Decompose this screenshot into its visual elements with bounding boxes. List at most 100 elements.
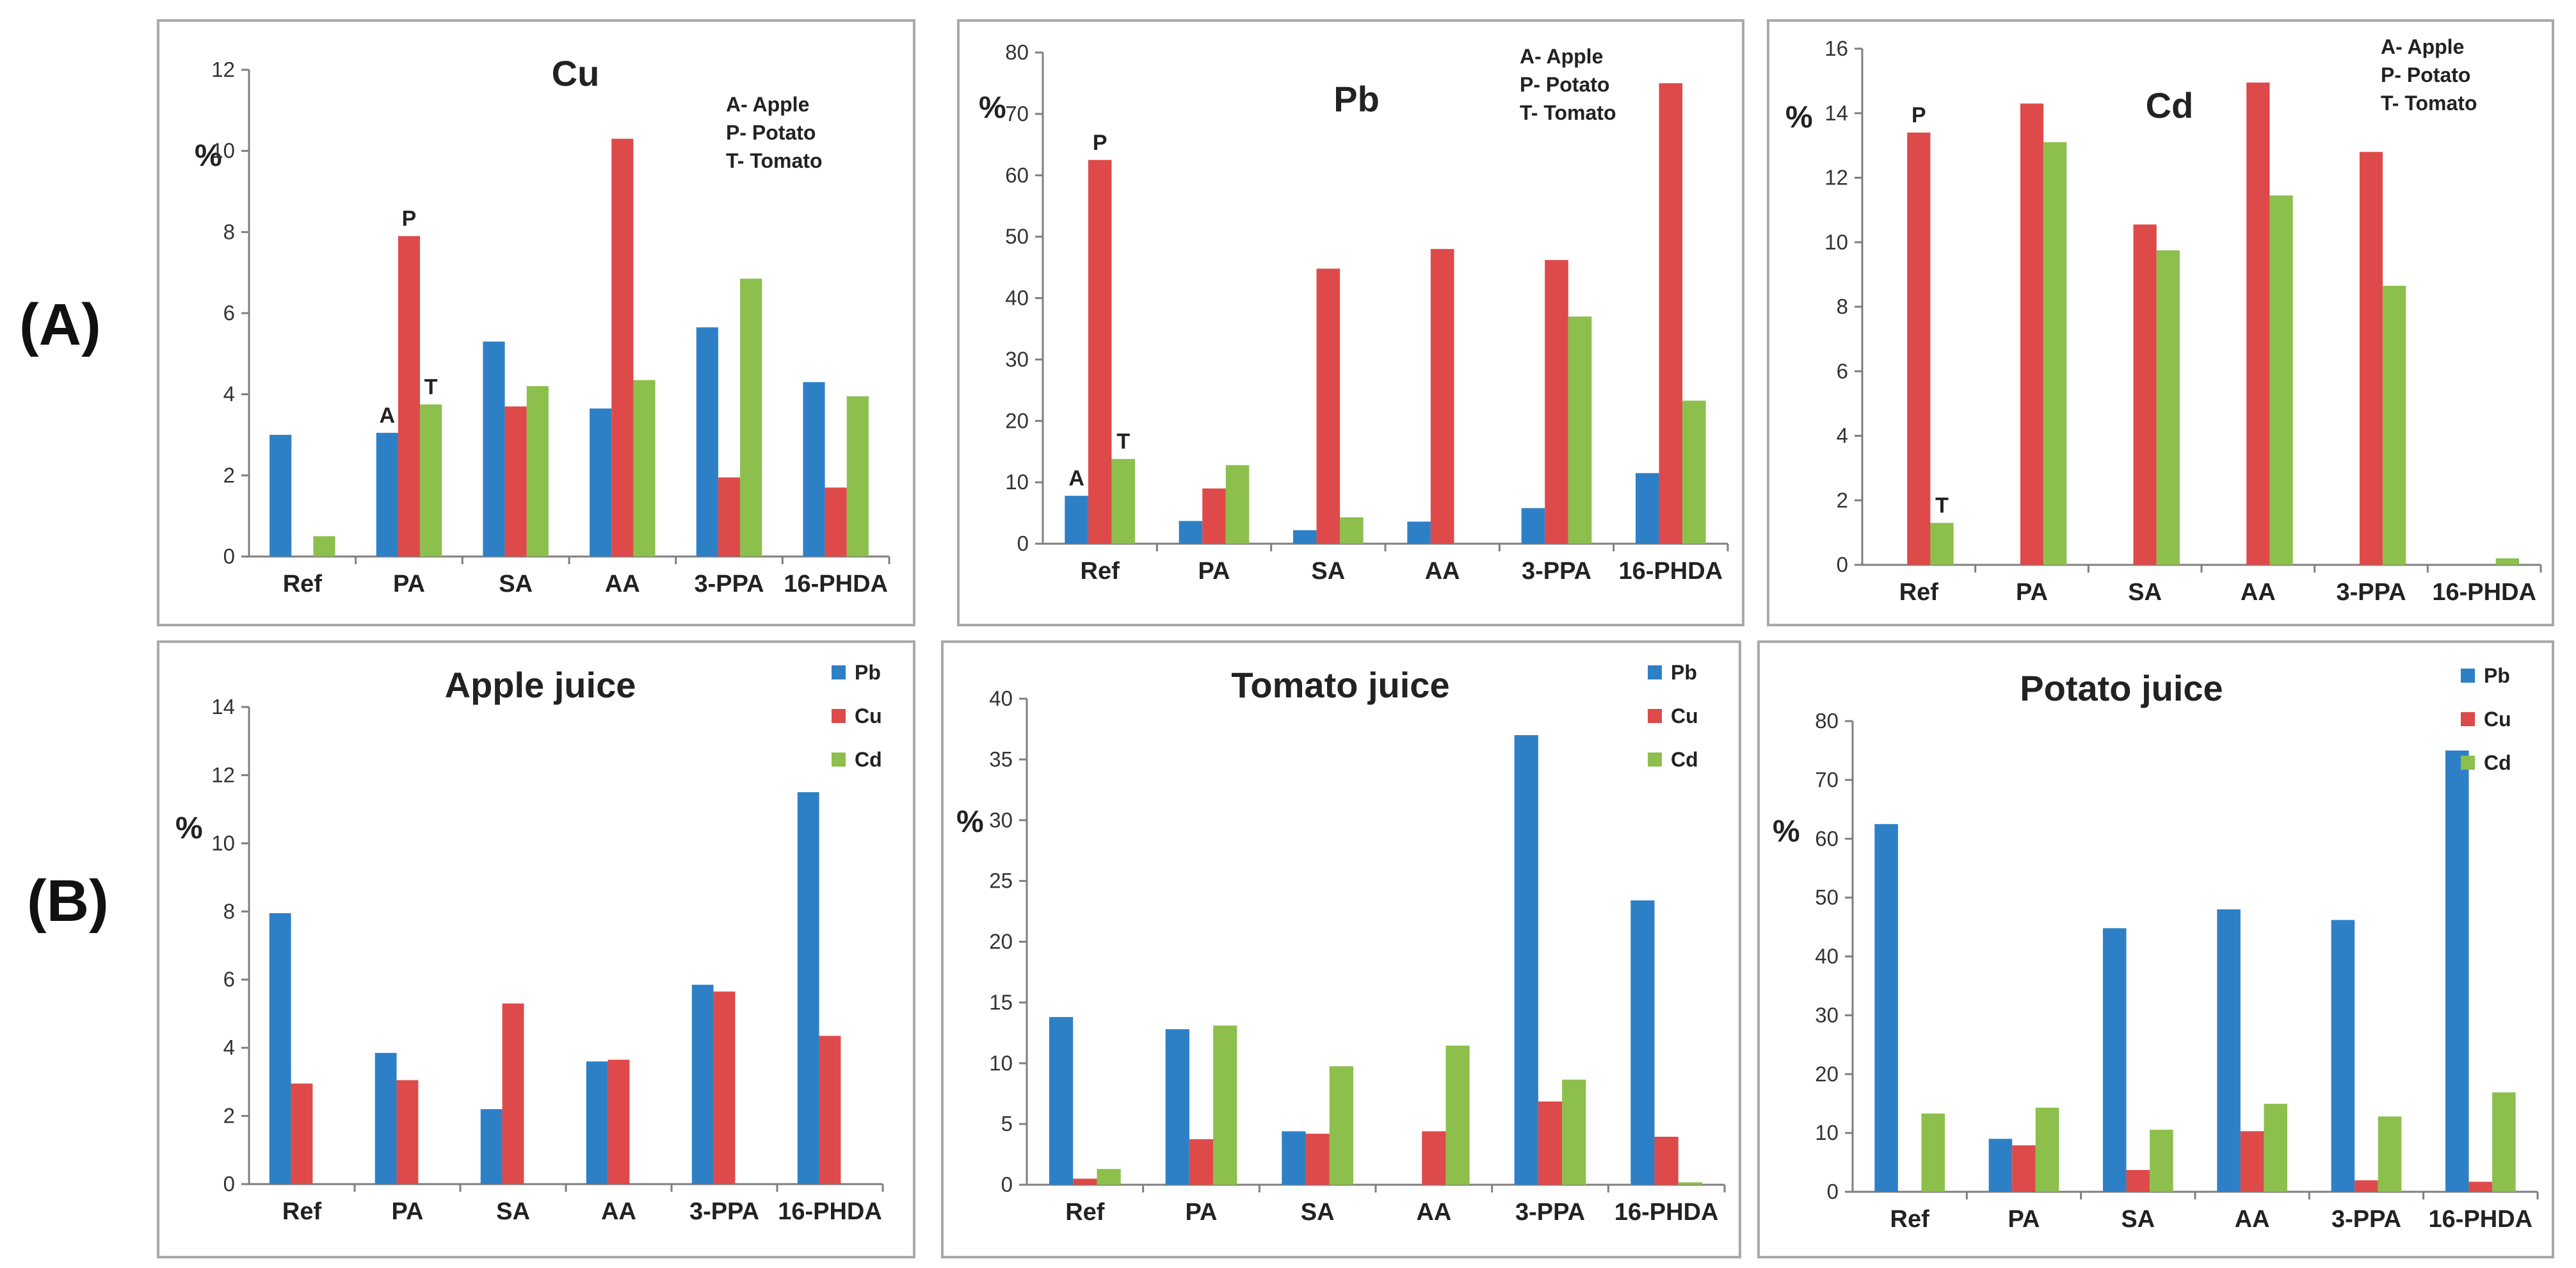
bar-t-3-ppa <box>740 279 762 557</box>
legend-swatch-pb <box>1648 665 1662 679</box>
bar-letter-label: P <box>1093 131 1107 155</box>
bar-t-pa <box>1225 465 1250 544</box>
bar-t-ref <box>1111 459 1136 544</box>
bar-p-3-ppa <box>718 477 741 557</box>
bar-cu-16-phda <box>819 1036 841 1184</box>
chart-title: Cu <box>552 53 600 93</box>
bar-cu-aa <box>2240 1131 2264 1192</box>
x-tick-label: 3-PPA <box>2331 1206 2401 1233</box>
x-tick-label: PA <box>1198 558 1230 585</box>
row-label-a: (A) <box>19 292 101 357</box>
annotation-line: A- Apple <box>726 93 809 116</box>
x-tick-label: AA <box>2235 1206 2270 1233</box>
legend-swatch-cu <box>1648 709 1662 723</box>
bar-cu-3-ppa <box>2355 1180 2378 1192</box>
y-tick-label: 70 <box>1005 102 1029 126</box>
bar-a-sa <box>483 341 505 557</box>
annotation-line: T- Tomato <box>2381 92 2477 115</box>
bar-a-aa <box>590 408 612 557</box>
chart-pb: Pb% 0 10 20 30 40 50 60 70 80 Ref PA SA AA 3-PPA 16-PHD… <box>957 19 1744 626</box>
x-tick-label: 16-PHDA <box>2432 579 2536 606</box>
bar-a-ref <box>270 435 292 557</box>
y-tick-label: 2 <box>223 1104 235 1128</box>
y-axis-label: % <box>1785 101 1813 134</box>
y-tick-label: 16 <box>1824 37 1848 60</box>
bar-pb-16-phda <box>1630 900 1655 1185</box>
bar-t-ref <box>313 536 335 557</box>
annotation-line: T- Tomato <box>1520 101 1616 124</box>
chart-title: Pb <box>1333 79 1380 119</box>
bar-p-aa <box>1430 248 1454 544</box>
y-tick-label: 8 <box>1837 295 1848 318</box>
y-tick-label: 30 <box>1815 1003 1839 1027</box>
x-tick-label: 16-PHDA <box>1619 558 1723 585</box>
annotation-line: P- Potato <box>726 121 816 144</box>
chart-apple-juice-svg: Apple juice% 0 2 4 6 8 10 12 14 Ref PA SA AA 3-PPA 16-… <box>175 661 884 1225</box>
y-tick-label: 30 <box>989 808 1013 832</box>
legend-label-cu: Cu <box>1671 704 1698 727</box>
bar-cu-16-phda <box>2468 1182 2493 1192</box>
y-tick-label: 20 <box>1815 1062 1839 1085</box>
bar-p-pa <box>398 236 421 557</box>
y-tick-label: 10 <box>1815 1121 1839 1144</box>
chart-cu: Cu% 0 2 4 6 8 10 12 Ref PA SA AA 3-PPA 16-PHDA A P T A- A… <box>157 19 915 626</box>
y-tick-label: 2 <box>1837 488 1848 512</box>
bar-letter-label: A <box>1068 466 1084 491</box>
chart-tomato-juice-svg: Tomato juice% 0 5 10 15 20 25 30 35 40 Ref PA SA AA 3-… <box>956 661 1726 1226</box>
bar-cd-3-ppa <box>1562 1079 1586 1185</box>
bar-pb-ref <box>1874 824 1898 1192</box>
x-tick-label: PA <box>392 1198 424 1225</box>
bar-cu-aa <box>608 1059 630 1184</box>
bar-t-ref <box>1930 523 1954 565</box>
bar-pb-3-ppa <box>691 984 714 1184</box>
x-tick-label: 16-PHDA <box>778 1198 882 1225</box>
x-tick-label: AA <box>1416 1199 1451 1226</box>
bar-pb-pa <box>374 1053 397 1184</box>
bar-p-3-ppa <box>2359 152 2383 565</box>
bar-letter-label: T <box>424 375 438 400</box>
bar-cu-sa <box>502 1003 524 1184</box>
y-tick-label: 12 <box>1824 166 1848 190</box>
chart-cd-svg: Cd% 0 2 4 6 8 10 12 14 16 Ref PA SA AA 3-PPA 16-PHDA P T A… <box>1785 35 2542 606</box>
y-tick-label: 0 <box>1017 532 1029 555</box>
y-tick-label: 25 <box>989 869 1013 893</box>
y-axis-label: % <box>956 805 984 839</box>
bar-pb-ref <box>269 913 291 1184</box>
x-tick-label: Ref <box>1081 558 1120 585</box>
x-tick-label: SA <box>1311 558 1345 585</box>
bar-letter-label: A <box>380 403 396 428</box>
bar-t-16-phda <box>1682 400 1706 544</box>
x-tick-label: 16-PHDA <box>784 571 888 597</box>
y-tick-label: 5 <box>1001 1112 1013 1135</box>
x-tick-label: AA <box>601 1198 636 1225</box>
bar-t-pa <box>420 404 442 557</box>
y-tick-label: 10 <box>1824 230 1848 254</box>
y-tick-label: 4 <box>1837 424 1848 448</box>
bar-t-sa <box>2156 250 2180 565</box>
bar-pb-ref <box>1049 1017 1074 1185</box>
x-tick-label: 16-PHDA <box>2429 1206 2533 1233</box>
bar-p-aa <box>2246 82 2270 565</box>
bar-cu-sa <box>1305 1134 1330 1185</box>
annotation-line: P- Potato <box>2381 63 2470 86</box>
bar-a-ref <box>1065 496 1088 544</box>
bar-letter-label: P <box>1912 103 1926 127</box>
x-tick-label: Ref <box>283 571 323 597</box>
y-tick-label: 12 <box>211 58 235 81</box>
y-tick-label: 20 <box>989 930 1013 954</box>
bar-p-16-phda <box>825 487 847 557</box>
bar-cu-ref <box>291 1084 313 1184</box>
bar-cd-aa <box>2264 1103 2288 1192</box>
chart-title: Tomato juice <box>1231 665 1449 705</box>
y-tick-label: 50 <box>1005 225 1029 248</box>
y-tick-label: 10 <box>989 1051 1013 1075</box>
y-tick-label: 14 <box>1824 101 1848 125</box>
x-tick-label: 3-PPA <box>1522 558 1591 585</box>
y-axis-label: % <box>175 811 203 845</box>
x-tick-label: 3-PPA <box>694 571 764 597</box>
bar-pb-sa <box>480 1109 503 1184</box>
bar-pb-pa <box>1165 1029 1189 1185</box>
bar-cd-sa <box>2150 1130 2173 1192</box>
y-tick-label: 6 <box>223 301 235 325</box>
x-tick-label: Ref <box>1065 1199 1105 1226</box>
